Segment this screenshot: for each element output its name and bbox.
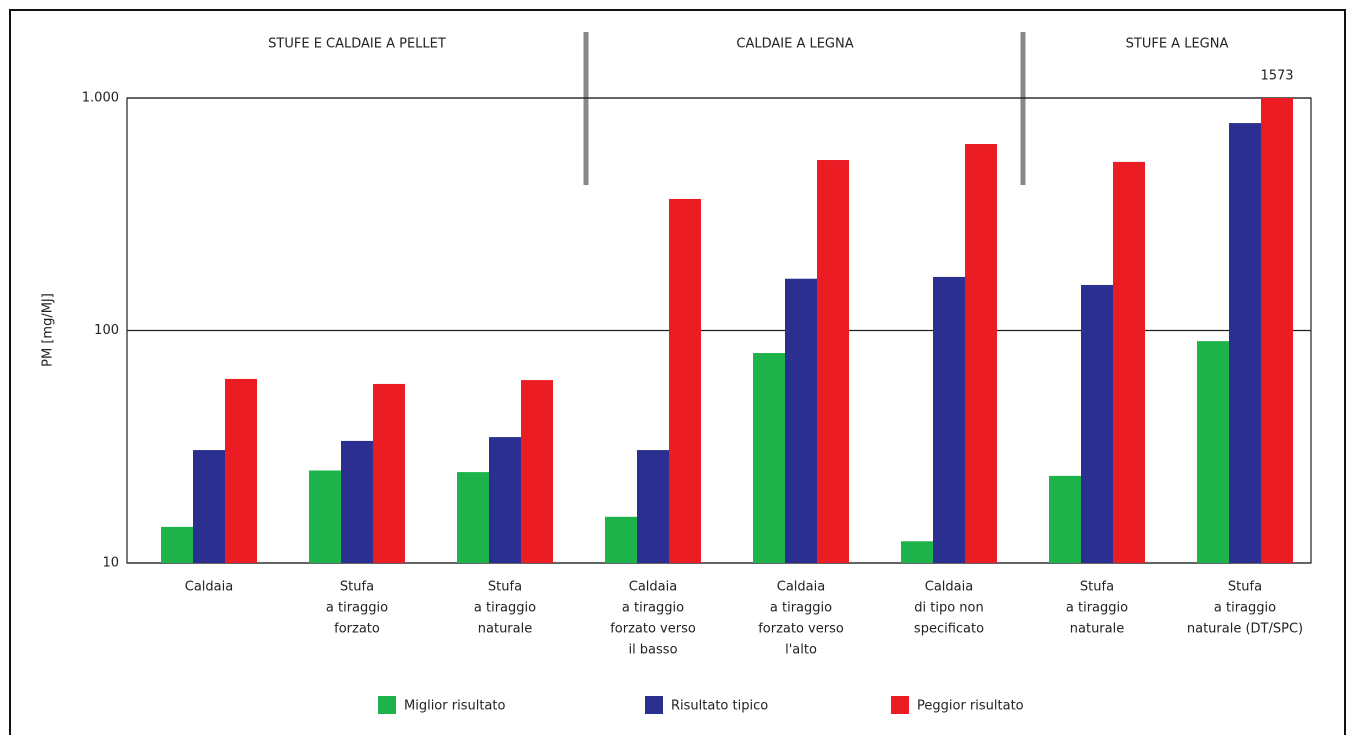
bar	[457, 472, 489, 563]
x-tick-label: naturale	[478, 622, 532, 637]
bar	[193, 450, 225, 563]
bar	[817, 160, 849, 563]
x-tick-label: di tipo non	[914, 601, 983, 616]
x-tick-label: a tiraggio	[1214, 601, 1276, 616]
bar	[1229, 123, 1261, 563]
x-tick-label: a tiraggio	[622, 601, 684, 616]
y-axis-label: PM [mg/MJ]	[41, 293, 56, 367]
plot-area	[126, 97, 1312, 564]
frame	[9, 9, 1346, 735]
bar	[225, 378, 257, 563]
bar	[373, 383, 405, 563]
bar	[965, 144, 997, 563]
x-tick-label: a tiraggio	[770, 601, 832, 616]
bar	[933, 276, 965, 563]
bar	[605, 516, 637, 563]
x-tick-label: l'alto	[785, 643, 817, 658]
bar	[1261, 98, 1293, 563]
x-tick-label: forzato verso	[758, 622, 844, 637]
bar	[669, 198, 701, 563]
bar	[521, 380, 553, 563]
bar	[1049, 475, 1081, 563]
x-tick-label: a tiraggio	[474, 601, 536, 616]
x-tick-label: Caldaia	[629, 580, 677, 595]
bars	[161, 98, 1293, 563]
bar	[489, 437, 521, 563]
bar	[901, 541, 933, 563]
bar	[1081, 284, 1113, 563]
x-tick-label: Caldaia	[185, 580, 233, 595]
x-tick-label: Stufa	[488, 580, 522, 595]
x-tick-label: Stufa	[340, 580, 374, 595]
x-tick-label: Caldaia	[777, 580, 825, 595]
group-title: CALDAIE A LEGNA	[736, 37, 853, 52]
bar-value-label: 1573	[1260, 69, 1293, 84]
group-title: STUFE A LEGNA	[1126, 37, 1229, 52]
y-tick-label: 100	[94, 323, 119, 338]
y-tick-label: 10	[102, 556, 119, 571]
x-tick-label: naturale (DT/SPC)	[1187, 622, 1303, 637]
x-tick-label: a tiraggio	[1066, 601, 1128, 616]
bar	[753, 353, 785, 563]
bar	[161, 526, 193, 563]
x-tick-label: a tiraggio	[326, 601, 388, 616]
x-tick-label: Stufa	[1228, 580, 1262, 595]
x-tick-label: il basso	[628, 643, 677, 658]
group-title: STUFE E CALDAIE A PELLET	[268, 37, 446, 52]
legend-swatch	[378, 696, 396, 714]
bar	[637, 450, 669, 563]
y-tick-label: 1.000	[82, 91, 119, 106]
x-tick-label: specificato	[914, 622, 984, 637]
x-tick-label: forzato	[334, 622, 380, 637]
x-tick-label: forzato verso	[610, 622, 696, 637]
legend-label: Peggior risultato	[917, 699, 1024, 714]
legend-swatch	[891, 696, 909, 714]
legend-label: Miglior risultato	[404, 699, 505, 714]
bar	[1197, 341, 1229, 563]
bar	[1113, 161, 1145, 563]
x-tick-label: naturale	[1070, 622, 1124, 637]
bar	[785, 278, 817, 563]
legend-label: Risultato tipico	[671, 699, 768, 714]
bar	[341, 440, 373, 563]
bar	[309, 470, 341, 563]
x-tick-label: Stufa	[1080, 580, 1114, 595]
legend-swatch	[645, 696, 663, 714]
x-tick-label: Caldaia	[925, 580, 973, 595]
